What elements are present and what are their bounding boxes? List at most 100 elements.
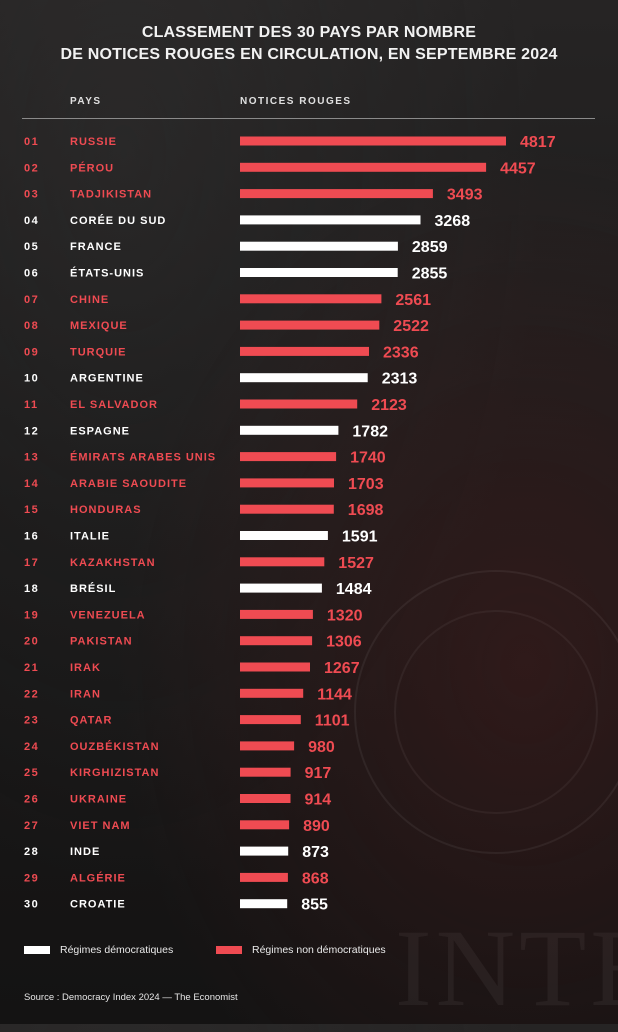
rank-label: 26 xyxy=(24,794,39,806)
rank-label: 27 xyxy=(24,820,39,832)
country-label: FRANCE xyxy=(70,241,122,253)
bar-row-19: 19 VENEZUELA 1320 xyxy=(24,607,363,624)
bar-row-25: 25 KIRGHIZISTAN 917 xyxy=(24,765,331,782)
rank-label: 30 xyxy=(24,899,39,911)
value-label: 1740 xyxy=(350,450,386,467)
country-label: ARABIE SAOUDITE xyxy=(70,478,187,490)
bar-row-18: 18 BRÉSIL 1484 xyxy=(24,581,372,598)
country-label: KAZAKHSTAN xyxy=(70,557,156,569)
value-label: 1703 xyxy=(348,476,384,493)
bar-row-14: 14 ARABIE SAOUDITE 1703 xyxy=(24,476,384,493)
bar xyxy=(240,688,304,698)
bar xyxy=(240,399,358,409)
rank-label: 19 xyxy=(24,609,39,621)
value-label: 868 xyxy=(302,870,329,887)
rank-label: 20 xyxy=(24,636,39,648)
legend-swatch-red xyxy=(216,946,242,954)
value-label: 2561 xyxy=(395,292,431,309)
value-label: 1320 xyxy=(327,607,363,624)
value-label: 1306 xyxy=(326,634,362,651)
rank-label: 07 xyxy=(24,294,39,306)
bar xyxy=(240,899,288,909)
value-label: 2123 xyxy=(371,397,407,414)
bar-row-17: 17 KAZAKHSTAN 1527 xyxy=(24,555,374,572)
country-label: ESPAGNE xyxy=(70,425,130,437)
rank-label: 28 xyxy=(24,846,39,858)
country-label: CHINE xyxy=(70,294,109,306)
value-label: 1144 xyxy=(317,686,352,703)
rank-label: 01 xyxy=(24,136,39,148)
rank-label: 08 xyxy=(24,320,39,332)
country-label: UKRAINE xyxy=(70,794,127,806)
legend-democratic: Régimes démocratiques xyxy=(24,944,173,956)
chart-title: CLASSEMENT DES 30 PAYS PAR NOMBRE DE NOT… xyxy=(0,22,618,66)
bar-row-22: 22 IRAN 1144 xyxy=(24,686,352,703)
legend-non-democratic: Régimes non démocratiques xyxy=(216,944,386,956)
country-label: KIRGHIZISTAN xyxy=(70,767,159,779)
bar xyxy=(240,767,291,777)
bar-row-02: 02 PÉROU 4457 xyxy=(24,160,536,177)
bar-row-27: 27 VIET NAM 890 xyxy=(24,818,330,835)
bar xyxy=(240,268,398,277)
country-label: RUSSIE xyxy=(70,136,117,148)
bar xyxy=(240,820,290,830)
rank-label: 11 xyxy=(24,399,39,411)
value-label: 2859 xyxy=(412,239,448,256)
bar xyxy=(240,504,334,514)
country-label: HONDURAS xyxy=(70,504,142,516)
value-label: 917 xyxy=(305,765,332,782)
bar xyxy=(240,531,328,540)
country-label: ÉMIRATS ARABES UNIS xyxy=(70,451,216,464)
bar-row-04: 04 CORÉE DU SUD 3268 xyxy=(24,213,470,230)
rank-label: 18 xyxy=(24,583,39,595)
bar xyxy=(240,872,288,882)
bar xyxy=(240,794,291,803)
legend-label-democratic: Régimes démocratiques xyxy=(60,944,174,956)
bar xyxy=(240,136,506,146)
value-label: 3493 xyxy=(447,187,483,204)
bar xyxy=(240,294,382,304)
value-label: 1591 xyxy=(342,529,378,546)
bar xyxy=(240,452,337,462)
bar xyxy=(240,425,339,435)
bar xyxy=(240,346,369,356)
bar xyxy=(240,320,380,330)
rank-label: 06 xyxy=(24,268,39,280)
country-label: OUZBÉKISTAN xyxy=(70,740,160,753)
rank-label: 17 xyxy=(24,557,39,569)
rank-label: 10 xyxy=(24,373,39,385)
bar-row-21: 21 IRAK 1267 xyxy=(24,660,360,677)
bar xyxy=(240,478,334,488)
rank-label: 23 xyxy=(24,715,39,727)
country-label: PÉROU xyxy=(70,161,114,174)
country-label: CORÉE DU SUD xyxy=(70,214,166,227)
rank-label: 22 xyxy=(24,688,39,700)
bar-row-06: 06 ÉTATS-UNIS 2855 xyxy=(24,266,447,283)
rank-label: 09 xyxy=(24,346,39,358)
rank-label: 15 xyxy=(24,504,39,516)
bar-row-13: 13 ÉMIRATS ARABES UNIS 1740 xyxy=(24,450,386,467)
interpol-seal-inner-ring xyxy=(394,610,598,814)
bar-row-30: 30 CROATIE 855 xyxy=(24,897,328,914)
bar xyxy=(240,609,313,619)
value-label: 1484 xyxy=(336,581,372,598)
country-label: IRAN xyxy=(70,688,101,700)
rank-label: 05 xyxy=(24,241,39,253)
value-label: 1527 xyxy=(338,555,374,572)
country-label: ALGÉRIE xyxy=(70,871,126,884)
rank-label: 13 xyxy=(24,452,39,464)
value-label: 1698 xyxy=(348,502,384,519)
bar-row-07: 07 CHINE 2561 xyxy=(24,292,431,309)
legend-swatch-white xyxy=(24,946,50,954)
bar xyxy=(240,215,421,225)
value-label: 980 xyxy=(308,739,335,756)
country-label: VENEZUELA xyxy=(70,609,146,621)
bar xyxy=(240,162,487,172)
country-label: VIET NAM xyxy=(70,820,131,832)
rank-label: 14 xyxy=(24,478,39,490)
interpol-seal-watermark xyxy=(354,570,618,854)
rank-label: 21 xyxy=(24,662,39,674)
bar-row-20: 20 PAKISTAN 1306 xyxy=(24,634,362,651)
country-label: PAKISTAN xyxy=(70,636,133,648)
